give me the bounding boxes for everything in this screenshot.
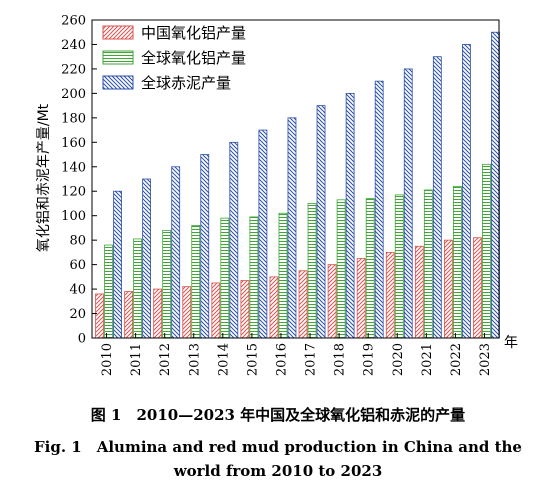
bar-series-2-2020 — [394, 194, 404, 339]
x-tick-label: 2020 — [391, 343, 406, 376]
bar-chart: 0 20 40 60 80 100 120 140 160 180 200 220 240 260 2010… — [36, 14, 518, 377]
y-tick-label: 260 — [61, 14, 86, 29]
bar-series-3-2013 — [200, 154, 210, 339]
bar-series-3-2021 — [432, 56, 442, 339]
bar-series-2-2022 — [452, 185, 462, 339]
bar-series-3-2014 — [229, 141, 239, 339]
y-tick-label: 20 — [69, 307, 86, 322]
y-axis-title: 氧化铝和赤泥年产量/Mt — [36, 103, 52, 252]
bar-series-1-2015 — [240, 280, 250, 339]
bar-series-1-2016 — [269, 276, 279, 339]
bar-series-1-2010 — [95, 293, 104, 339]
legend-swatch-2 — [102, 50, 134, 65]
bar-series-2-2013 — [191, 225, 201, 339]
y-tick-label: 140 — [61, 160, 86, 175]
bar-series-1-2017 — [298, 270, 308, 339]
y-tick-label: 160 — [61, 136, 86, 151]
legend-label-1: 中国氧化铝产量 — [141, 24, 246, 42]
bar-series-3-2012 — [171, 166, 181, 339]
bar-series-2-2016 — [278, 212, 288, 339]
bar-series-3-2019 — [374, 80, 384, 339]
y-tick-label: 240 — [61, 38, 86, 53]
legend-label-3: 全球赤泥产量 — [141, 74, 231, 92]
x-tick-label: 2022 — [449, 343, 464, 376]
legend-swatch-1 — [102, 25, 134, 40]
bar-series-3-2015 — [258, 129, 268, 339]
x-tick-label: 2012 — [158, 343, 173, 376]
figure-caption-chinese: 图 1 2010—2023 年中国及全球氧化铝和赤泥的产量 — [90, 406, 466, 424]
figure-caption-english-line1: Fig. 1 Alumina and red mud production in… — [34, 438, 522, 456]
x-tick-label: 2011 — [129, 343, 144, 376]
bar-series-1-2020 — [385, 251, 395, 339]
y-tick-label: 80 — [69, 234, 86, 249]
x-tick-label: 2010 — [100, 343, 115, 376]
bar-series-1-2014 — [211, 282, 221, 339]
x-tick-label: 2019 — [362, 343, 377, 376]
bar-series-2-2012 — [162, 229, 172, 339]
bar-series-3-2017 — [316, 105, 326, 339]
bar-series-1-2022 — [443, 239, 453, 339]
bar-series-2-2019 — [365, 198, 375, 339]
x-tick-label: 2023 — [478, 343, 493, 376]
y-tick-label: 0 — [78, 332, 86, 347]
x-tick-label: 2014 — [216, 343, 231, 376]
x-tick-label: 2013 — [187, 343, 202, 376]
x-tick-label: 2016 — [274, 343, 289, 376]
bar-series-1-2021 — [414, 245, 424, 339]
bar-series-2-2018 — [336, 199, 346, 339]
y-tick-label: 180 — [61, 111, 86, 126]
figure-caption-english-line2: world from 2010 to 2023 — [173, 462, 383, 480]
bar-series-3-2020 — [403, 68, 413, 339]
x-tick-label: 2017 — [304, 343, 319, 376]
bar-series-3-2018 — [345, 92, 355, 339]
y-tick-label: 60 — [69, 258, 86, 273]
y-tick-label: 220 — [61, 62, 86, 77]
x-tick-label: 2021 — [420, 343, 435, 376]
bar-series-3-2010 — [113, 190, 122, 339]
bar-series-1-2011 — [124, 291, 134, 339]
bar-series-2-2011 — [133, 238, 143, 339]
bar-series-3-2022 — [461, 44, 471, 339]
bar-series-1-2019 — [356, 258, 366, 339]
bar-series-1-2012 — [153, 288, 163, 339]
bar-series-1-2018 — [327, 264, 337, 339]
x-tick-label: 2015 — [245, 343, 260, 376]
legend-swatch-3 — [102, 75, 134, 90]
x-axis-title: 年 — [504, 335, 518, 351]
bar-series-2-2014 — [220, 217, 230, 339]
y-tick-label: 200 — [61, 87, 86, 102]
x-tick-label: 2018 — [333, 343, 348, 376]
bar-series-2-2017 — [307, 203, 317, 339]
bar-series-3-2016 — [287, 117, 297, 339]
bar-series-1-2023 — [473, 237, 482, 339]
bar-series-2-2015 — [249, 216, 259, 339]
bar-series-2-2021 — [423, 189, 433, 339]
bar-series-2-2010 — [104, 244, 113, 339]
y-tick-label: 120 — [61, 185, 86, 200]
bar-series-3-2023 — [491, 31, 500, 339]
bar-series-3-2011 — [142, 178, 152, 339]
plot-frame — [91, 19, 500, 339]
y-tick-label: 100 — [61, 209, 86, 224]
legend-label-2: 全球氧化铝产量 — [141, 49, 246, 67]
y-tick-label: 40 — [69, 283, 86, 298]
bar-series-2-2023 — [482, 163, 491, 339]
bar-series-1-2013 — [182, 286, 192, 339]
